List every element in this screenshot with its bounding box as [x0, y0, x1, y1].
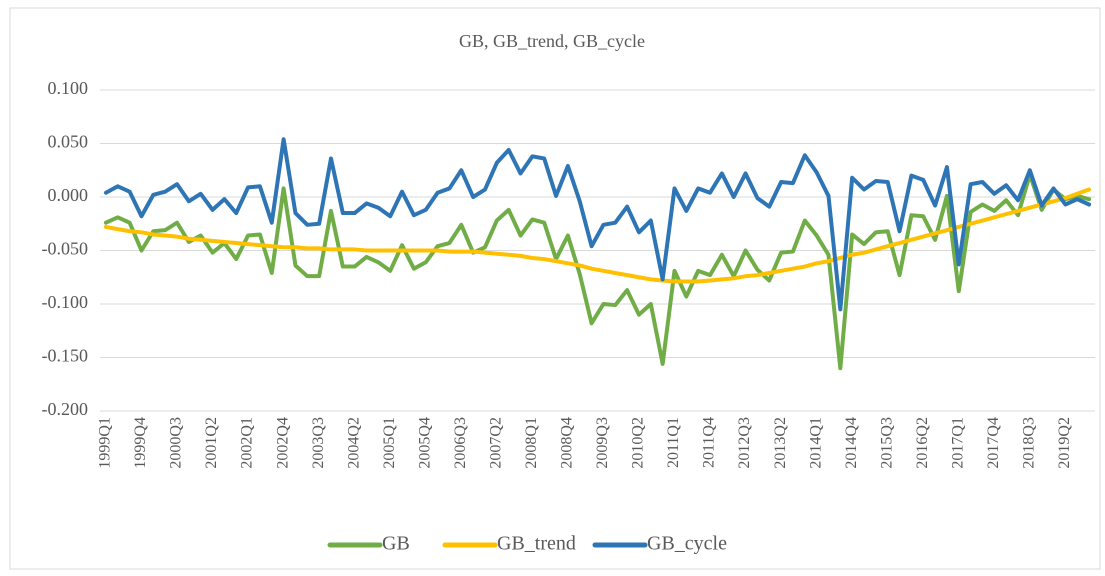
x-tick-label: 2007Q2 [487, 417, 504, 469]
y-tick-label: -0.150 [42, 346, 89, 366]
x-tick-label: 2003Q3 [310, 417, 327, 469]
x-tick-label: 1999Q1 [97, 417, 114, 469]
x-tick-label: 2002Q4 [274, 417, 291, 469]
x-tick-label: 2005Q1 [381, 417, 398, 469]
x-tick-label: 2000Q3 [168, 417, 185, 469]
legend-label: GB [382, 533, 410, 555]
x-tick-label: 2013Q2 [772, 417, 789, 469]
x-tick-label: 1999Q4 [132, 417, 149, 469]
y-tick-label: 0.050 [48, 132, 89, 152]
legend-label: GB_trend [497, 533, 576, 555]
series-line [103, 137, 1092, 312]
x-tick-label: 2015Q3 [878, 417, 895, 469]
x-tick-label: 2010Q2 [630, 417, 647, 469]
x-tick-label: 2005Q4 [416, 417, 433, 469]
chart-title: GB, GB_trend, GB_cycle [459, 31, 645, 51]
legend-label: GB_cycle [647, 533, 727, 555]
x-tick-label: 2001Q2 [203, 417, 220, 469]
series-line [103, 172, 1092, 371]
x-tick-label: 2018Q3 [1021, 417, 1038, 469]
x-tick-label: 2014Q4 [843, 417, 860, 469]
x-tick-label: 2012Q3 [736, 417, 753, 469]
x-tick-label: 2002Q1 [239, 417, 256, 469]
y-tick-label: -0.100 [42, 292, 89, 312]
x-tick-label: 2016Q2 [914, 417, 931, 469]
x-tick-label: 2017Q1 [949, 417, 966, 469]
chart-border [9, 7, 1101, 570]
y-tick-label: 0.000 [48, 185, 89, 205]
x-tick-label: 2014Q1 [807, 417, 824, 469]
x-tick-label: 2008Q1 [523, 417, 540, 469]
x-tick-label: 2011Q4 [701, 417, 718, 468]
x-tick-label: 2008Q4 [559, 417, 576, 469]
y-tick-label: 0.100 [48, 78, 89, 98]
x-tick-label: 2017Q4 [985, 417, 1002, 469]
y-tick-label: -0.200 [42, 399, 89, 419]
x-tick-label: 2009Q3 [594, 417, 611, 469]
x-tick-label: 2006Q3 [452, 417, 469, 469]
y-tick-label: -0.050 [42, 239, 89, 259]
x-tick-label: 2011Q1 [665, 417, 682, 468]
x-tick-label: 2004Q2 [345, 417, 362, 469]
x-tick-label: 2019Q2 [1056, 417, 1073, 469]
series-line [103, 187, 1092, 284]
